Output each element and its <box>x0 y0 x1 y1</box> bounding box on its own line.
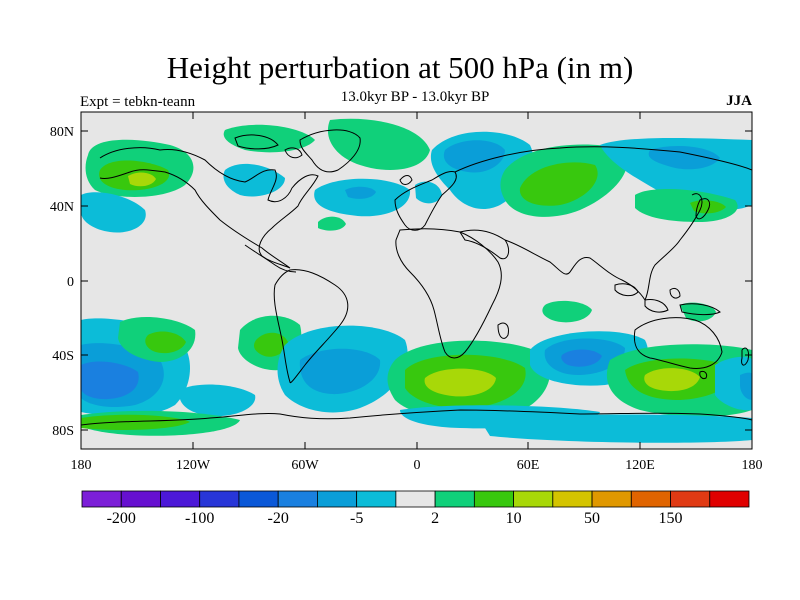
experiment-label: Expt = tebkn-teann <box>80 94 196 110</box>
lon-label-60w: 60W <box>291 458 319 473</box>
season-label: JJA <box>726 93 752 109</box>
lon-label-60e: 60E <box>517 458 540 473</box>
lon-ticks <box>192 112 641 449</box>
lat-label-40s: 40S <box>52 349 74 364</box>
colorbar-swatch <box>552 490 593 508</box>
colorbar-swatch <box>630 490 671 508</box>
colorbar-swatch <box>356 490 397 508</box>
colorbar-swatch <box>513 490 554 508</box>
colorbar-label: 50 <box>584 510 600 527</box>
lon-label-120e: 120E <box>625 458 655 473</box>
colorbar-swatch <box>395 490 436 508</box>
lat-label-40n: 40N <box>50 200 74 215</box>
coastlines <box>81 129 752 426</box>
colorbar-swatch <box>199 490 240 508</box>
lat-label-80s: 80S <box>52 424 74 439</box>
lat-label-80n: 80N <box>50 125 74 140</box>
colorbar-swatch <box>473 490 514 508</box>
lon-label-180w: 180 <box>71 458 92 473</box>
lon-label-180e: 180 <box>742 458 763 473</box>
colorbar-swatch <box>434 490 475 508</box>
contour-field <box>81 112 752 449</box>
chart-subtitle: 13.0kyr BP - 13.0kyr BP <box>340 89 490 105</box>
colorbar-swatch <box>81 490 122 508</box>
colorbar <box>81 490 750 508</box>
colorbar-swatch <box>160 490 201 508</box>
colorbar-label: -20 <box>268 510 289 527</box>
colorbar-label: 10 <box>506 510 522 527</box>
colorbar-label: 150 <box>659 510 683 527</box>
colorbar-swatch <box>709 490 750 508</box>
colorbar-swatch <box>238 490 279 508</box>
colorbar-swatch <box>120 490 161 508</box>
chart-title: Height perturbation at 500 hPa (in m) <box>166 50 634 85</box>
colorbar-labels: -200 -100 -20 -5 2 10 50 150 <box>107 510 683 527</box>
lon-label-120w: 120W <box>176 458 211 473</box>
colorbar-swatch <box>317 490 358 508</box>
colorbar-label: -200 <box>107 510 136 527</box>
colorbar-swatch <box>277 490 318 508</box>
colorbar-swatch <box>670 490 711 508</box>
lat-ticks <box>81 130 752 431</box>
lon-label-0: 0 <box>414 458 421 473</box>
colorbar-label: -5 <box>350 510 363 527</box>
colorbar-swatch <box>591 490 632 508</box>
lat-label-0: 0 <box>67 275 74 290</box>
colorbar-label: -100 <box>185 510 214 527</box>
colorbar-label: 2 <box>431 510 439 527</box>
